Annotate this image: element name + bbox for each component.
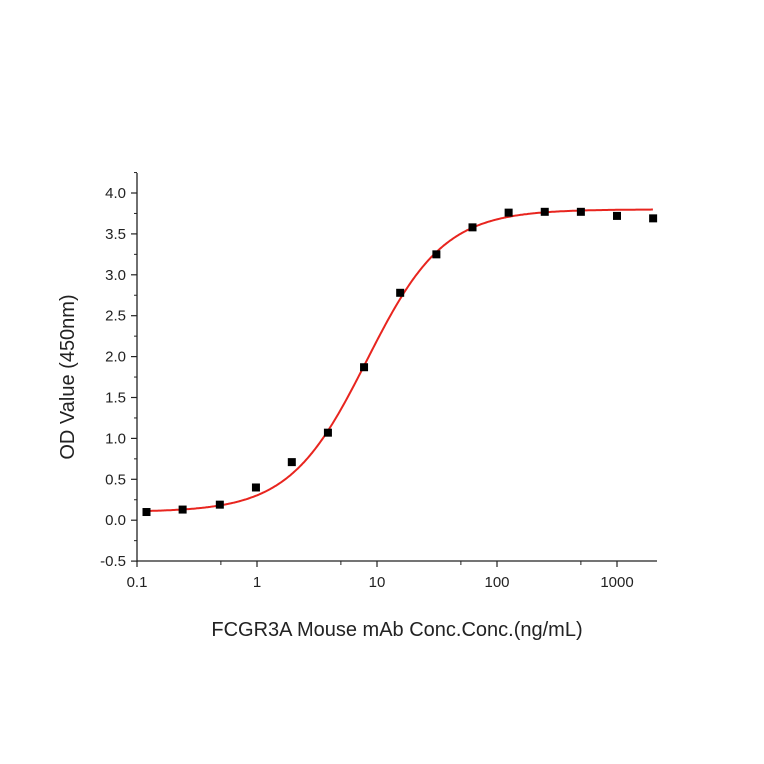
y-tick-label: 1.0: [105, 430, 126, 447]
data-points: [142, 207, 658, 517]
data-point: [504, 208, 513, 217]
x-tick-label: 100: [484, 574, 509, 591]
data-point: [432, 250, 441, 259]
y-tick-label: 0.5: [105, 471, 126, 488]
data-point: [215, 500, 224, 509]
data-point: [540, 207, 549, 216]
y-tick-label: 1.5: [105, 390, 126, 407]
y-tick-label: 3.5: [105, 226, 126, 243]
data-point: [396, 288, 405, 297]
y-tick-label: 2.0: [105, 349, 126, 366]
data-point: [576, 207, 585, 216]
x-axis-title: FCGR3A Mouse mAb Conc.Conc.(ng/mL): [211, 619, 582, 641]
x-axis-ticks: 0.1 1 10 100 1000: [127, 561, 634, 591]
y-tick-label: 4.0: [105, 185, 126, 202]
data-point: [613, 211, 621, 220]
fit-curve: [146, 208, 653, 512]
fit-curve-path: [146, 208, 653, 512]
x-tick-label: 1: [253, 574, 261, 591]
axes: [136, 173, 657, 562]
data-point: [649, 214, 658, 223]
y-tick-label: 0.0: [105, 512, 126, 529]
data-point: [323, 428, 332, 437]
data-point: [142, 508, 151, 517]
x-tick-label: 10: [369, 574, 386, 591]
data-point: [251, 483, 260, 492]
y-tick-label: 2.5: [105, 308, 126, 325]
data-point: [468, 223, 477, 232]
data-point: [178, 505, 187, 514]
y-axis-title: OD Value (450nm): [57, 294, 79, 459]
y-tick-label: -0.5: [100, 553, 126, 570]
x-tick-label: 0.1: [127, 574, 148, 591]
data-point: [360, 363, 369, 372]
y-tick-label: 3.0: [105, 267, 126, 284]
y-axis-ticks: -0.5 0.0 0.5 1.0 1.5 2.0 2.5 3.0 3.5 4.0: [100, 172, 137, 570]
data-point: [287, 458, 296, 467]
x-tick-label: 1000: [600, 574, 633, 591]
